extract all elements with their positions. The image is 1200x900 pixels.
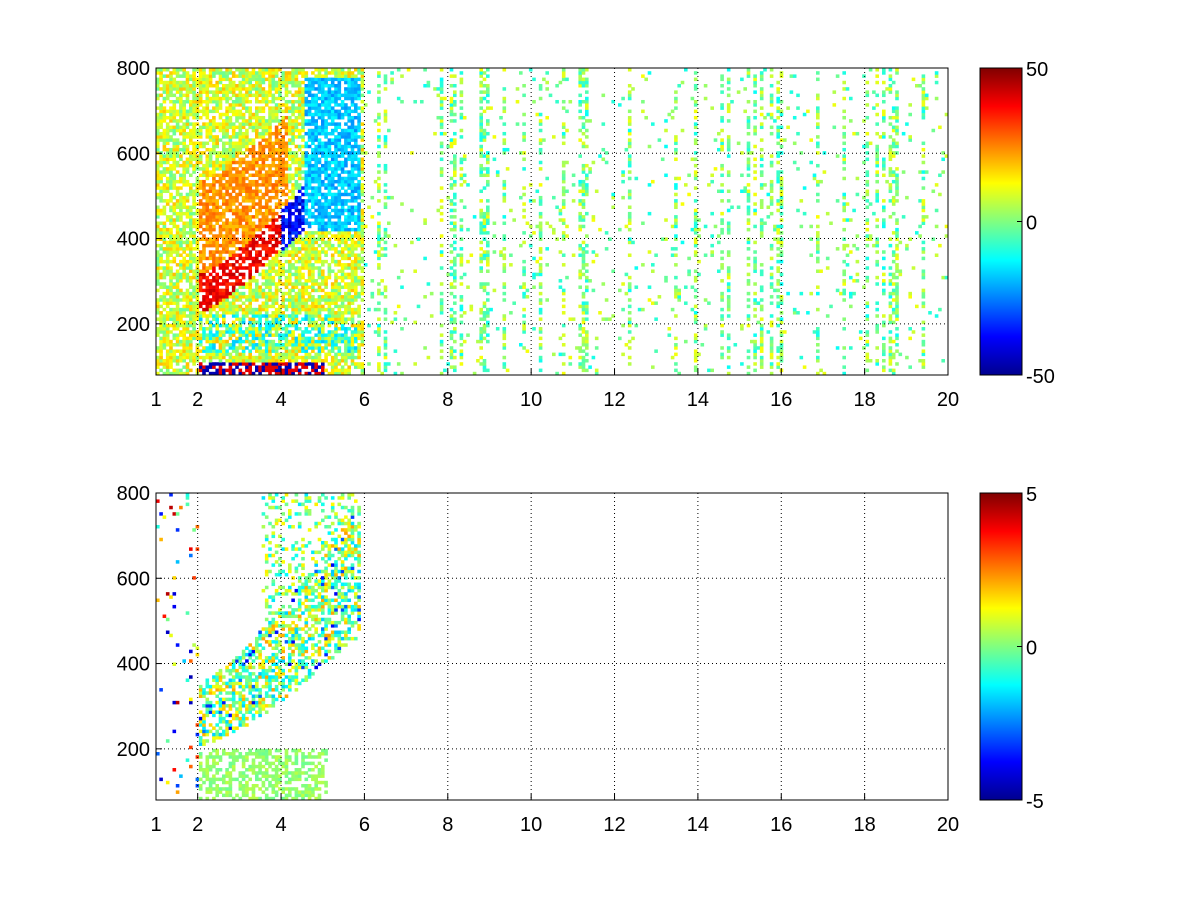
x-tick-label: 6 [359, 389, 370, 411]
y-tick-label: 800 [117, 483, 150, 505]
grid-lines [156, 493, 948, 800]
x-tick-label: 18 [854, 389, 876, 411]
colorbar-tick-label: 0 [1026, 638, 1037, 660]
x-tick-label: 12 [603, 814, 625, 836]
y-tick-label: 600 [117, 143, 150, 165]
y-tick-label: 400 [117, 229, 150, 251]
x-tick-label: 8 [442, 814, 453, 836]
x-tick-label: 4 [275, 814, 286, 836]
y-tick-label: 400 [117, 654, 150, 676]
x-tick-label: 4 [275, 389, 286, 411]
x-tick-label: 20 [937, 814, 959, 836]
colorbar-gradient [979, 492, 1023, 801]
x-tick-label: 2 [192, 814, 203, 836]
x-tick-label: 2 [192, 389, 203, 411]
colorbar-tick-label: 5 [1026, 484, 1037, 506]
y-tick-label: 200 [117, 739, 150, 761]
x-tick-label: 14 [687, 389, 709, 411]
y-tick-label: 200 [117, 314, 150, 336]
x-tick-label: 14 [687, 814, 709, 836]
heatmap-cells [156, 493, 361, 801]
colorbar-tick-label: -50 [1026, 366, 1055, 388]
colorbar-gradient [979, 67, 1023, 376]
colorbar-tick-label: 50 [1026, 59, 1048, 81]
x-tick-label: 20 [937, 389, 959, 411]
grid-lines [156, 68, 948, 375]
axes-frame [155, 492, 949, 801]
colorbar-tick-label: -5 [1026, 791, 1044, 813]
x-tick-label: 10 [520, 389, 542, 411]
x-tick-label: 16 [770, 389, 792, 411]
colorbar: 5 0 -5 [979, 484, 1044, 813]
heatmap-cells [156, 68, 949, 376]
y-tick-label: 600 [117, 568, 150, 590]
x-tick-label: 10 [520, 814, 542, 836]
x-tick-label: 8 [442, 389, 453, 411]
x-tick-label: 18 [854, 814, 876, 836]
x-tick-label: 1 [150, 814, 161, 836]
x-tick-label: 12 [603, 389, 625, 411]
axes-frame [155, 67, 949, 376]
x-tick-label: 16 [770, 814, 792, 836]
x-tick-label: 6 [359, 814, 370, 836]
colorbar: 50 0 -50 [979, 59, 1055, 388]
x-tick-label: 1 [150, 389, 161, 411]
y-tick-label: 800 [117, 58, 150, 80]
colorbar-tick-label: 0 [1026, 213, 1037, 235]
